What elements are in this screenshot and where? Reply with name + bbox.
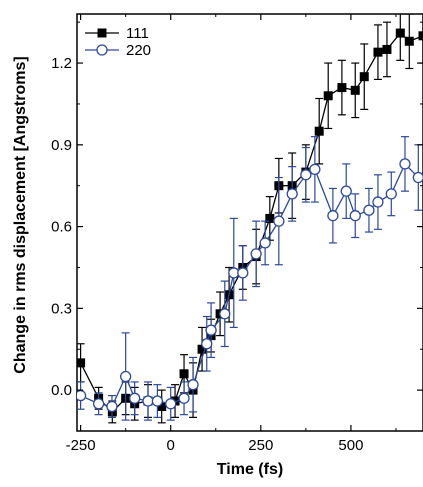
- data-point-circle: [310, 164, 320, 174]
- data-point-square: [419, 31, 423, 40]
- data-point-circle: [94, 399, 104, 409]
- data-point-square: [382, 45, 391, 54]
- data-point-circle: [251, 249, 261, 259]
- x-axis-title: Time (fs): [217, 461, 283, 478]
- y-tick-label: 0.0: [51, 382, 72, 399]
- data-point-square: [405, 37, 414, 46]
- x-tick-label: 0: [167, 437, 175, 454]
- data-point-circle: [107, 401, 117, 411]
- data-point-circle: [364, 205, 374, 215]
- data-point-circle: [220, 309, 230, 319]
- data-point-circle: [328, 211, 338, 221]
- data-point-circle: [238, 268, 248, 278]
- y-tick-label: 0.3: [51, 300, 72, 317]
- data-point-circle: [166, 399, 176, 409]
- data-point-circle: [206, 325, 216, 335]
- data-point-circle: [301, 170, 311, 180]
- data-point-circle: [373, 197, 383, 207]
- legend-label-220: 220: [126, 42, 151, 59]
- data-point-circle: [152, 396, 162, 406]
- legend-marker-circle: [97, 45, 107, 55]
- data-point-circle: [260, 238, 270, 248]
- series-line-111: [81, 33, 423, 412]
- data-point-square: [337, 83, 346, 92]
- y-tick-label: 1.2: [51, 55, 72, 72]
- data-point-circle: [121, 371, 131, 381]
- x-tick-label: 250: [248, 437, 273, 454]
- data-point-square: [396, 29, 405, 38]
- legend-marker-square: [98, 29, 107, 38]
- data-point-circle: [130, 393, 140, 403]
- data-point-circle: [143, 396, 153, 406]
- data-point-circle: [350, 211, 360, 221]
- data-point-square: [360, 72, 369, 81]
- data-point-square: [315, 127, 324, 136]
- plot-frame: [77, 14, 423, 431]
- legend-label-111: 111: [126, 25, 149, 42]
- data-point-circle: [76, 391, 86, 401]
- x-tick-label: 500: [338, 437, 363, 454]
- data-point-circle: [202, 339, 212, 349]
- data-point-circle: [287, 189, 297, 199]
- series-line-220: [81, 164, 419, 407]
- y-tick-label: 0.6: [51, 219, 72, 236]
- series-220: [76, 137, 423, 420]
- data-point-circle: [179, 393, 189, 403]
- y-tick-label: 0.9: [51, 137, 72, 154]
- data-point-circle: [341, 186, 351, 196]
- data-point-circle: [400, 159, 410, 169]
- data-point-square: [351, 86, 360, 95]
- data-point-circle: [386, 189, 396, 199]
- data-point-square: [373, 48, 382, 57]
- series-layer: [76, 6, 423, 423]
- y-axis-title: Change in rms displacement [Angstroms]: [12, 56, 29, 373]
- data-point-circle: [188, 380, 198, 390]
- data-point-circle: [274, 216, 284, 226]
- x-tick-label: -250: [66, 437, 96, 454]
- data-point-circle: [413, 173, 423, 183]
- data-point-square: [180, 369, 189, 378]
- data-point-square: [76, 358, 85, 367]
- data-point-square: [324, 91, 333, 100]
